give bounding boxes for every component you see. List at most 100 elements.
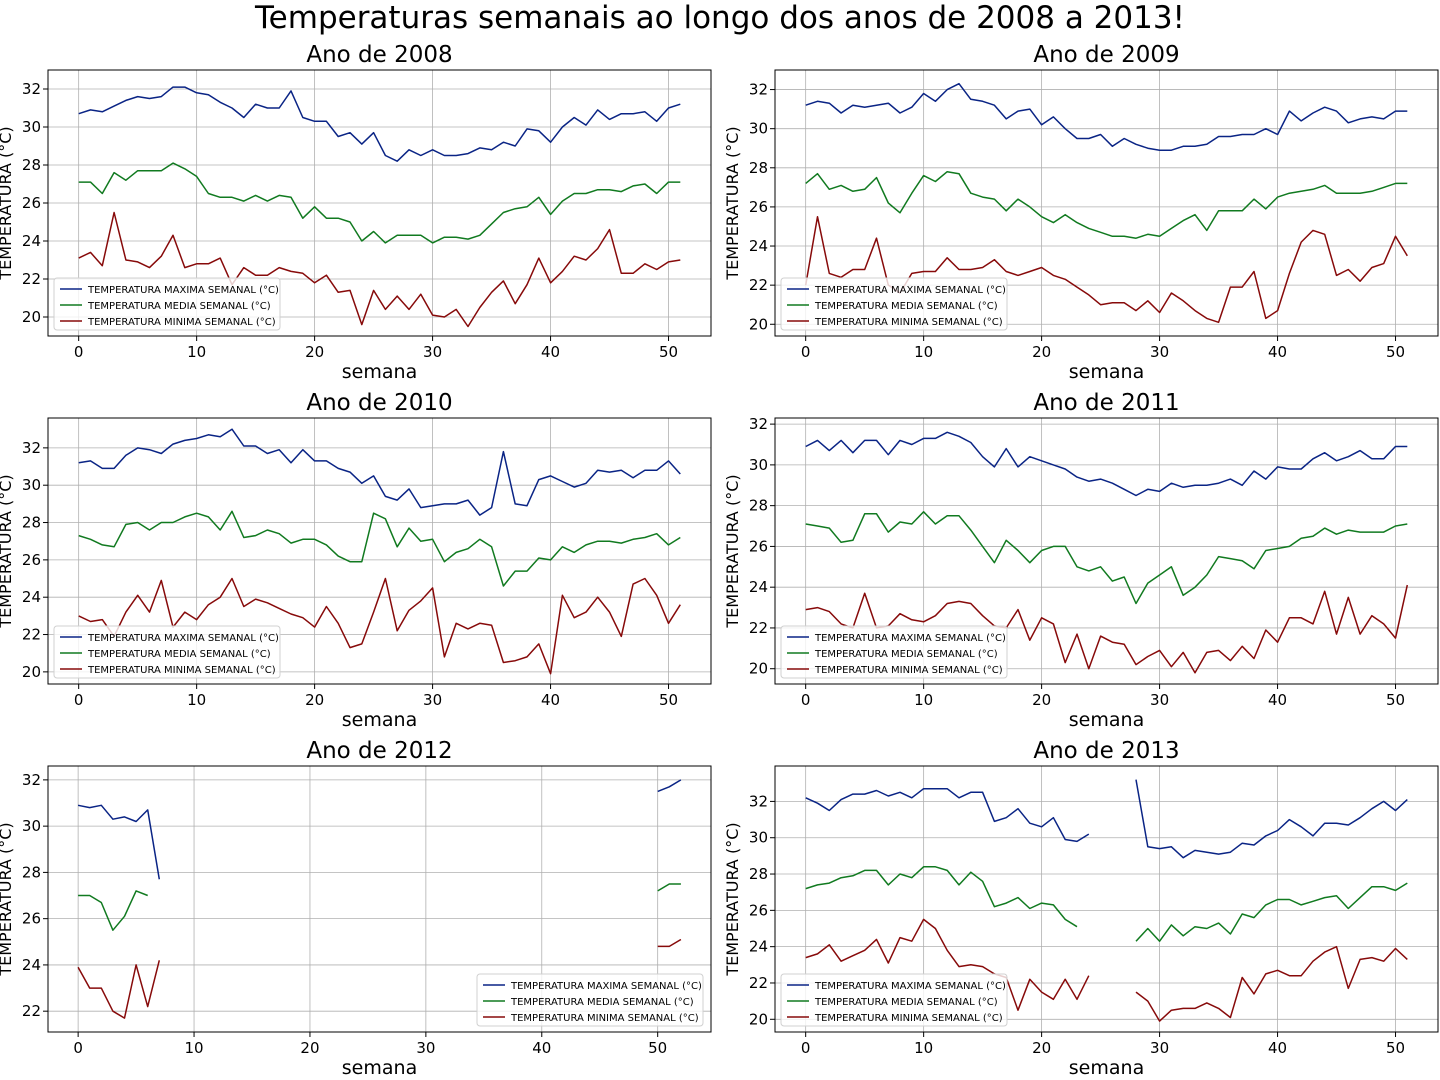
x-tick-label: 40 — [532, 1039, 551, 1057]
x-tick-label: 20 — [1032, 1039, 1051, 1057]
y-tick-label: 20 — [749, 315, 768, 333]
y-tick-label: 28 — [22, 156, 41, 174]
x-tick-label: 50 — [1386, 691, 1405, 709]
legend-entry-2: TEMPERATURA MINIMA SEMANAL (°C) — [87, 317, 276, 328]
legend-entry-2: TEMPERATURA MINIMA SEMANAL (°C) — [510, 1013, 699, 1024]
y-tick-label: 22 — [749, 619, 768, 637]
legend-entry-0: TEMPERATURA MAXIMA SEMANAL (°C) — [87, 285, 279, 296]
x-tick-label: 30 — [423, 343, 442, 361]
axes-frame — [47, 765, 712, 1033]
axes-frame — [774, 69, 1439, 337]
series-line-1 — [78, 510, 681, 587]
subplot-1: 0 10 20 30 40 50 20 22 24 26 28 30 32 Ano de 2009 sema… — [723, 42, 1439, 383]
legend-entry-1: TEMPERATURA MEDIA SEMANAL (°C) — [814, 649, 998, 660]
series-line-0 — [805, 779, 1408, 859]
legend-entry-1: TEMPERATURA MEDIA SEMANAL (°C) — [814, 301, 998, 312]
legend: TEMPERATURA MAXIMA SEMANAL (°C) TEMPERATU… — [780, 277, 1008, 331]
y-tick-label: 30 — [22, 817, 41, 835]
legend-box — [780, 973, 1008, 1027]
legend-entry-0: TEMPERATURA MAXIMA SEMANAL (°C) — [814, 633, 1006, 644]
x-tick-label: 20 — [305, 343, 324, 361]
y-tick-label: 26 — [749, 198, 768, 216]
legend: TEMPERATURA MAXIMA SEMANAL (°C) TEMPERATU… — [53, 277, 281, 331]
y-tick-label: 24 — [22, 588, 41, 606]
series-line-0 — [805, 82, 1408, 151]
x-axis-label: semana — [342, 709, 417, 731]
y-tick-label: 26 — [22, 551, 41, 569]
series-line-2 — [78, 211, 681, 328]
series-line-0 — [77, 779, 682, 880]
x-tick-label: 40 — [541, 343, 560, 361]
x-tick-label: 30 — [1150, 691, 1169, 709]
legend-box — [780, 277, 1008, 331]
subplot-5: 0 10 20 30 40 50 20 22 24 26 28 30 32 Ano de 2013 sema… — [723, 738, 1439, 1079]
x-axis-label: semana — [342, 361, 417, 383]
legend-entry-0: TEMPERATURA MAXIMA SEMANAL (°C) — [814, 285, 1006, 296]
x-tick-label: 30 — [423, 691, 442, 709]
legend: TEMPERATURA MAXIMA SEMANAL (°C) TEMPERATU… — [780, 625, 1008, 679]
y-tick-label: 32 — [749, 415, 768, 433]
x-tick-label: 10 — [184, 1039, 203, 1057]
subplot-title: Ano de 2009 — [1033, 42, 1179, 68]
y-tick-label: 26 — [22, 910, 41, 928]
y-tick-label: 24 — [749, 938, 768, 956]
x-tick-label: 10 — [914, 1039, 933, 1057]
x-axis-label: semana — [1069, 709, 1144, 731]
legend-box — [476, 973, 704, 1027]
y-tick-label: 22 — [22, 270, 41, 288]
y-tick-label: 24 — [22, 232, 41, 250]
y-tick-label: 32 — [22, 439, 41, 457]
x-tick-label: 20 — [1032, 691, 1051, 709]
x-tick-label: 40 — [1268, 691, 1287, 709]
y-axis-label: TEMPERATURA (°C) — [723, 822, 742, 976]
x-tick-label: 30 — [416, 1039, 435, 1057]
series-line-2 — [805, 918, 1408, 1022]
subplot-4: 0 10 20 30 40 50 22 24 26 28 30 32 Ano de 2012 semana… — [0, 738, 712, 1079]
y-tick-label: 30 — [749, 456, 768, 474]
y-tick-label: 28 — [22, 514, 41, 532]
y-tick-label: 32 — [22, 80, 41, 98]
y-axis-label: TEMPERATURA (°C) — [723, 474, 742, 628]
axes-frame — [47, 69, 712, 337]
x-tick-label: 10 — [187, 691, 206, 709]
y-tick-label: 28 — [749, 865, 768, 883]
legend-entry-1: TEMPERATURA MEDIA SEMANAL (°C) — [814, 997, 998, 1008]
y-tick-label: 28 — [749, 159, 768, 177]
subplot-title: Ano de 2011 — [1033, 390, 1179, 416]
x-tick-label: 0 — [801, 691, 811, 709]
y-tick-label: 24 — [749, 578, 768, 596]
y-tick-label: 20 — [22, 663, 41, 681]
x-tick-label: 50 — [659, 691, 678, 709]
legend-entry-1: TEMPERATURA MEDIA SEMANAL (°C) — [87, 301, 271, 312]
series-line-0 — [78, 86, 681, 162]
subplot-title: Ano de 2013 — [1033, 738, 1179, 764]
x-axis-label: semana — [1069, 1057, 1144, 1079]
series-line-2 — [78, 577, 681, 675]
y-tick-label: 30 — [22, 476, 41, 494]
y-axis-label: TEMPERATURA (°C) — [0, 474, 15, 628]
subplot-title: Ano de 2012 — [306, 738, 452, 764]
y-tick-label: 20 — [22, 308, 41, 326]
y-axis-label: TEMPERATURA (°C) — [723, 126, 742, 280]
legend-entry-1: TEMPERATURA MEDIA SEMANAL (°C) — [87, 649, 271, 660]
series-line-1 — [78, 162, 681, 244]
legend-entry-2: TEMPERATURA MINIMA SEMANAL (°C) — [814, 317, 1003, 328]
legend-entry-1: TEMPERATURA MEDIA SEMANAL (°C) — [510, 997, 694, 1008]
x-tick-label: 0 — [73, 1039, 83, 1057]
x-tick-label: 40 — [1268, 1039, 1287, 1057]
x-tick-label: 50 — [648, 1039, 667, 1057]
y-tick-label: 30 — [749, 120, 768, 138]
y-tick-label: 24 — [749, 237, 768, 255]
x-tick-label: 40 — [1268, 343, 1287, 361]
y-tick-label: 22 — [749, 974, 768, 992]
y-tick-label: 30 — [22, 118, 41, 136]
x-axis-label: semana — [1069, 361, 1144, 383]
x-tick-label: 40 — [541, 691, 560, 709]
y-tick-label: 20 — [749, 1010, 768, 1028]
legend: TEMPERATURA MAXIMA SEMANAL (°C) TEMPERATU… — [780, 973, 1008, 1027]
x-tick-label: 10 — [187, 343, 206, 361]
y-tick-label: 32 — [22, 771, 41, 789]
subplot-title: Ano de 2008 — [306, 42, 452, 68]
x-tick-label: 20 — [300, 1039, 319, 1057]
figure-title: Temperaturas semanais ao longo dos anos … — [255, 0, 1185, 36]
